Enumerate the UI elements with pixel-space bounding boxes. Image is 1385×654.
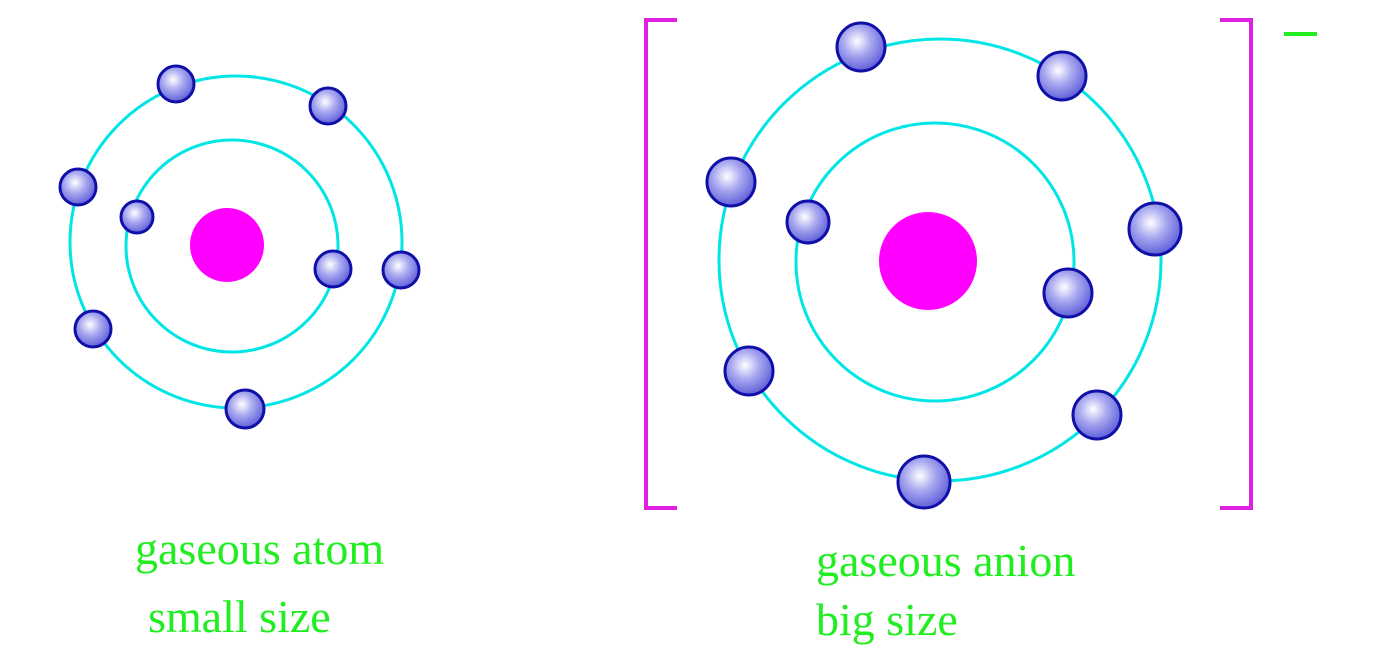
left-bracket bbox=[644, 18, 677, 510]
anion-outer-electron bbox=[835, 21, 887, 73]
atom-caption-line2: small size bbox=[148, 591, 331, 642]
atom-group bbox=[58, 64, 421, 430]
atom-outer-electron bbox=[156, 64, 196, 104]
atom-caption-line1: gaseous atom bbox=[135, 523, 385, 574]
atom-inner-electron bbox=[313, 249, 353, 289]
anion-outer-electron bbox=[1071, 389, 1123, 441]
anion-outer-electron bbox=[705, 156, 757, 208]
anion-outer-electron bbox=[896, 454, 952, 510]
atom-inner-orbit bbox=[124, 138, 340, 354]
anion-caption-line1: gaseous anion bbox=[816, 535, 1076, 586]
anion-outer-electron bbox=[723, 345, 775, 397]
atom-outer-electron bbox=[381, 250, 421, 290]
atom-inner-electron bbox=[119, 199, 155, 235]
anion-outer-electron bbox=[1036, 50, 1088, 102]
anion-inner-electron bbox=[785, 199, 831, 245]
atom-outer-electron bbox=[73, 309, 113, 349]
atom-outer-electron bbox=[58, 167, 98, 207]
anion-caption-line2: big size bbox=[816, 594, 958, 645]
anion-outer-electron bbox=[1127, 201, 1183, 257]
atom-outer-electron bbox=[224, 388, 266, 430]
anion-group bbox=[644, 18, 1317, 510]
anion-inner-electron bbox=[1042, 267, 1094, 319]
atom-outer-electron bbox=[308, 86, 348, 126]
anion-inner-orbit bbox=[794, 121, 1076, 403]
anion-nucleus bbox=[879, 212, 977, 310]
atom-nucleus bbox=[190, 208, 264, 282]
right-bracket bbox=[1220, 18, 1253, 510]
